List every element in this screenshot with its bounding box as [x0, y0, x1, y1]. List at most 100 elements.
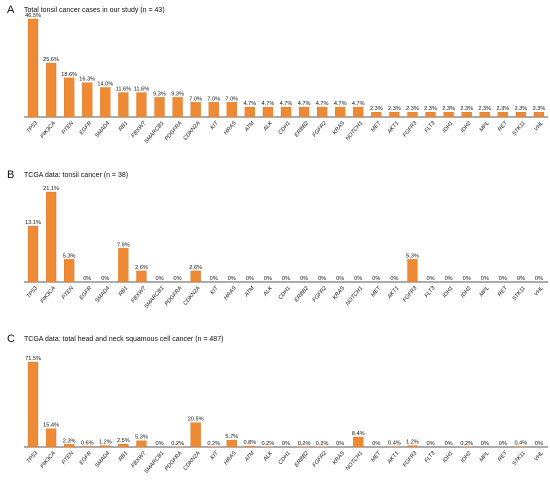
- bar-a-met: [371, 112, 382, 118]
- bar-a-atm: [244, 106, 255, 118]
- value-label-a-pdgfra: 9.3%: [171, 91, 184, 97]
- category-label-c-cdh1: CDH1: [278, 450, 292, 466]
- bar-c-notch1: [353, 436, 364, 448]
- value-label-c-smarcb1: 0%: [155, 441, 163, 447]
- value-label-a-stk11: 2.3%: [515, 106, 528, 112]
- category-label-b-tp53: TP53: [26, 285, 40, 300]
- value-label-c-smad4: 1.2%: [99, 440, 112, 446]
- category-label-c-pik3ca: PIK3CA: [40, 450, 58, 469]
- value-label-c-kit: 0.2%: [207, 441, 220, 447]
- category-label-c-mpl: MPL: [479, 450, 491, 463]
- value-label-b-rb1: 7.9%: [117, 242, 130, 248]
- value-label-a-ret: 2.3%: [496, 106, 509, 112]
- bar-a-pdgfra: [172, 97, 183, 118]
- value-label-b-fgfr2: 0%: [318, 276, 326, 282]
- category-label-c-flt3: FLT3: [424, 450, 437, 464]
- category-label-c-akt1: AKT1: [386, 450, 400, 465]
- value-label-c-kras: 0%: [336, 441, 344, 447]
- bars-a: 46.5% TP53 25.6% PIK3CA 18.6% PTEN 16.3% EGFR 14…: [24, 13, 548, 145]
- value-label-b-notch1: 0%: [354, 276, 362, 282]
- category-label-b-alk: ALK: [262, 285, 274, 298]
- value-label-b-kit: 0%: [210, 276, 218, 282]
- value-label-b-smad4: 0%: [101, 276, 109, 282]
- value-label-a-idh1: 2.3%: [442, 106, 455, 112]
- value-label-a-rb1: 11.6%: [116, 87, 131, 93]
- category-label-b-erbb2: ERBB2: [294, 285, 311, 304]
- category-label-c-idh2: IDH2: [460, 450, 473, 464]
- bar-b-pik3ca: [45, 191, 57, 283]
- bar-a-kras: [335, 106, 346, 118]
- value-label-b-hras: 0%: [228, 276, 236, 282]
- value-label-a-fgfr3: 2.3%: [406, 106, 419, 112]
- value-label-a-met: 2.3%: [370, 106, 383, 112]
- category-label-c-notch1: NOTCH1: [345, 450, 364, 471]
- value-label-c-atm: 0.8%: [243, 440, 256, 446]
- category-label-a-fbxw7: FBXW7: [130, 120, 148, 139]
- bar-a-cdh1: [280, 106, 292, 118]
- value-label-c-idh1: 0%: [445, 441, 453, 447]
- value-label-c-fgfr3: 1.2%: [406, 440, 419, 446]
- value-label-a-idh2: 2.3%: [460, 106, 473, 112]
- value-label-a-kras: 4.7%: [334, 101, 347, 107]
- value-label-b-tp53: 13.1%: [25, 220, 41, 226]
- bar-a-idh2: [461, 112, 472, 118]
- category-label-b-hras: HRAS: [223, 285, 238, 301]
- bar-a-alk: [262, 106, 274, 118]
- value-label-b-met: 0%: [372, 276, 380, 282]
- bar-a-cdkn2a: [190, 102, 201, 118]
- category-label-a-atm: ATM: [243, 120, 256, 134]
- category-label-b-vhl: VHL: [533, 285, 545, 297]
- panel-letter-c: C: [7, 333, 15, 345]
- bar-a-egfr: [82, 82, 93, 118]
- value-label-a-smad4: 14.0%: [97, 81, 113, 87]
- category-label-a-smad4: SMAD4: [94, 120, 111, 139]
- value-label-b-alk: 0%: [264, 276, 272, 282]
- bar-c-tp53: [27, 361, 39, 448]
- category-label-b-stk11: STK11: [512, 285, 527, 302]
- value-label-a-pten: 18.6%: [61, 72, 77, 78]
- category-label-c-rb1: RB1: [118, 450, 130, 462]
- category-label-c-kit: KIT: [210, 450, 221, 461]
- bar-b-tp53: [27, 225, 39, 283]
- category-label-b-cdh1: CDH1: [278, 285, 292, 301]
- value-label-c-fbxw7: 5.3%: [135, 435, 148, 441]
- category-label-b-smad4: SMAD4: [94, 285, 111, 304]
- category-label-b-kit: KIT: [210, 285, 221, 296]
- value-label-b-vhl: 0%: [535, 276, 543, 282]
- value-label-a-egfr: 16.3%: [79, 77, 95, 83]
- category-label-b-akt1: AKT1: [386, 285, 400, 300]
- value-label-b-idh1: 0%: [445, 276, 453, 282]
- bar-c-pten: [64, 444, 75, 448]
- value-label-b-pik3ca: 21.1%: [43, 186, 59, 192]
- category-label-a-pik3ca: PIK3CA: [40, 120, 58, 139]
- category-label-a-fgfr3: FGFR3: [402, 120, 419, 139]
- value-label-a-hras: 7.0%: [225, 96, 238, 102]
- value-label-b-fgfr3: 5.3%: [406, 253, 419, 259]
- category-label-b-mpl: MPL: [479, 285, 491, 298]
- value-label-a-notch1: 4.7%: [352, 101, 365, 107]
- value-label-b-smarcb1: 0%: [155, 276, 163, 282]
- category-label-c-atm: ATM: [243, 450, 256, 464]
- category-label-a-rb1: RB1: [118, 120, 130, 132]
- chart-panel-c: C TCGA data: total head and neck squamou…: [7, 333, 548, 475]
- bar-b-pten: [64, 259, 75, 283]
- bar-a-smarcb1: [154, 97, 165, 118]
- bar-a-pten: [64, 77, 75, 118]
- bar-a-erbb2: [298, 106, 310, 118]
- category-label-b-cdkn2a: CDKN2A: [182, 285, 201, 306]
- value-label-c-cdkn2a: 20.5%: [188, 417, 204, 423]
- panel-letter-b: B: [7, 169, 14, 181]
- category-label-c-erbb2: ERBB2: [294, 450, 311, 469]
- category-label-a-vhl: VHL: [533, 120, 545, 132]
- value-label-a-vhl: 2.3%: [533, 106, 546, 112]
- bar-c-fbxw7: [136, 440, 147, 448]
- bar-c-fgfr3: [407, 445, 418, 448]
- value-label-a-fgfr2: 4.7%: [316, 101, 329, 107]
- category-label-a-mpl: MPL: [479, 120, 491, 133]
- value-label-b-stk11: 0%: [517, 276, 525, 282]
- bar-c-hras: [226, 440, 237, 448]
- value-label-c-mpl: 0%: [481, 441, 489, 447]
- value-label-b-mpl: 0%: [481, 276, 489, 282]
- bar-a-smad4: [100, 87, 111, 118]
- category-label-b-idh1: IDH1: [442, 285, 455, 299]
